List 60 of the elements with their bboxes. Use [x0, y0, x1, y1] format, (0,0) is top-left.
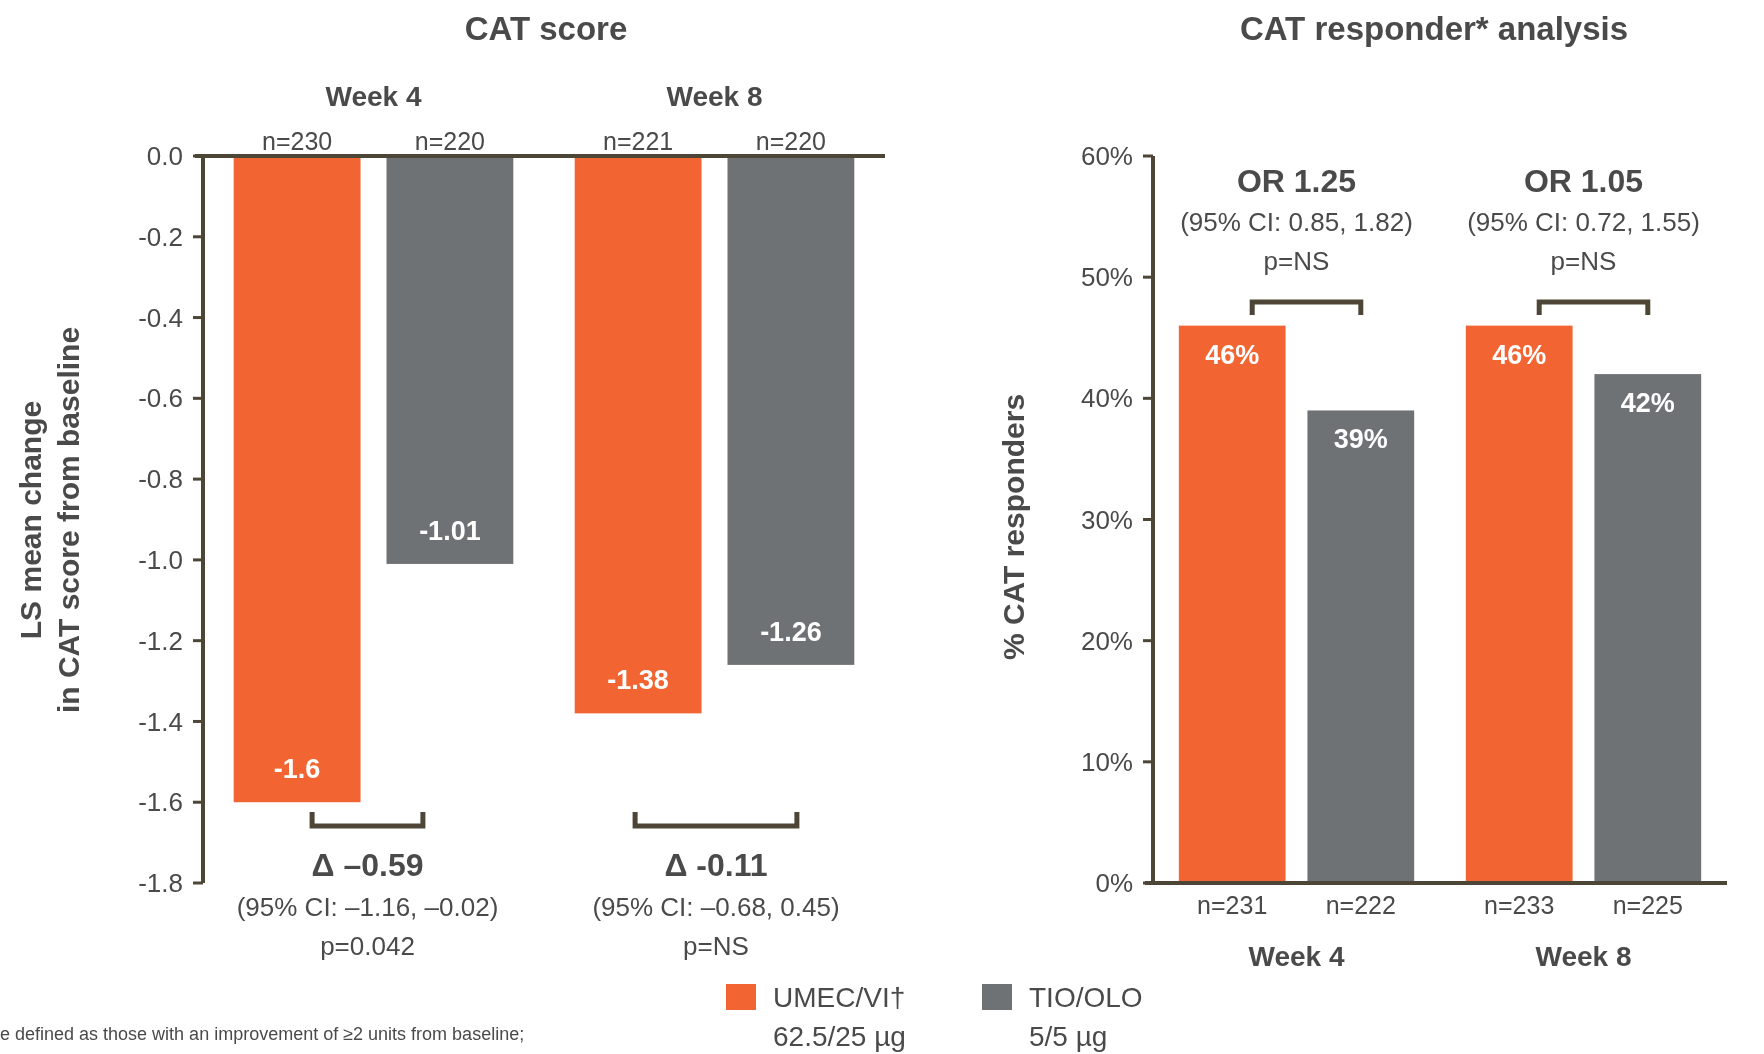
y-tick-label: 20% [1080, 625, 1133, 656]
legend-label: TIO/OLO 5/5 µg [1029, 982, 1143, 1052]
chart-title: CAT responder* analysis [1239, 10, 1629, 47]
text: n=225 [1612, 891, 1683, 919]
text: p=NS [683, 931, 749, 961]
y-tick-label: -0.4 [138, 302, 183, 333]
y-axis-title: LS mean change in CAT score from baseline [14, 326, 85, 714]
y-tick-label: -1.0 [138, 544, 183, 575]
text: n=221 [602, 127, 674, 155]
annotation: OR 1.25 [1236, 163, 1357, 199]
text: n=222 [1325, 891, 1396, 919]
text: n=230 [261, 127, 333, 155]
legend-label: UMEC/VI† 62.5/25 µg [773, 982, 906, 1052]
text: n=233 [1484, 891, 1555, 919]
data-label: -1.6 [273, 754, 321, 785]
y-tick-label: 0% [1095, 868, 1133, 899]
y-tick-label: -1.4 [138, 706, 183, 737]
y-axis-title: % CAT responders [997, 393, 1030, 661]
text: n=231 [1197, 891, 1268, 919]
text: (95% CI: –1.16, –0.02) [236, 892, 499, 922]
annotation: (95% CI: 0.85, 1.82) [1180, 207, 1413, 237]
y-tick-label: -0.6 [138, 383, 183, 414]
bar [1594, 374, 1702, 883]
text: n=220 [755, 127, 827, 155]
annotation: Δ -0.11 [664, 847, 768, 883]
y-tick-label: -1.2 [138, 625, 183, 656]
bar [1178, 325, 1286, 883]
data-label: 46% [1492, 339, 1547, 370]
y-tick-label: -1.8 [138, 868, 183, 899]
y-tick-label: -0.8 [138, 464, 183, 495]
chart-title: CAT score [464, 10, 628, 47]
text: p=0.042 [320, 931, 415, 961]
y-tick-label: -0.2 [138, 221, 183, 252]
annotation: (95% CI: 0.72, 1.55) [1467, 207, 1700, 237]
bar [1465, 325, 1573, 883]
annotation: Δ –0.59 [311, 847, 424, 883]
annotation: p=NS [1550, 246, 1617, 276]
y-tick-label: 30% [1080, 504, 1133, 535]
y-tick-label: 40% [1080, 383, 1133, 414]
data-label: 46% [1205, 339, 1260, 370]
annotation: p=NS [1263, 246, 1330, 276]
x-tick-label: Week 8 [666, 81, 763, 112]
text: n=220 [414, 127, 486, 155]
text: (95% CI: –0.68, 0.45) [592, 892, 840, 922]
y-tick-label: -1.6 [138, 787, 183, 818]
y-tick-label: 10% [1080, 746, 1133, 777]
data-label: -1.26 [760, 616, 822, 647]
data-label: 39% [1333, 424, 1388, 455]
annotation: OR 1.05 [1523, 163, 1644, 199]
y-tick-label: 0.0 [146, 141, 183, 172]
data-label: 42% [1620, 388, 1675, 419]
y-tick-label: 60% [1080, 141, 1133, 172]
data-label: -1.01 [419, 515, 481, 546]
data-label: -1.38 [607, 665, 669, 696]
x-tick-label: Week 4 [325, 81, 422, 112]
y-tick-label: 50% [1080, 262, 1133, 293]
x-tick-label: Week 4 [1248, 941, 1345, 972]
x-tick-label: Week 8 [1535, 941, 1632, 972]
text: e defined as those with an improvement of ≥2 units from baseline; [0, 1024, 525, 1044]
bar [1307, 410, 1415, 883]
